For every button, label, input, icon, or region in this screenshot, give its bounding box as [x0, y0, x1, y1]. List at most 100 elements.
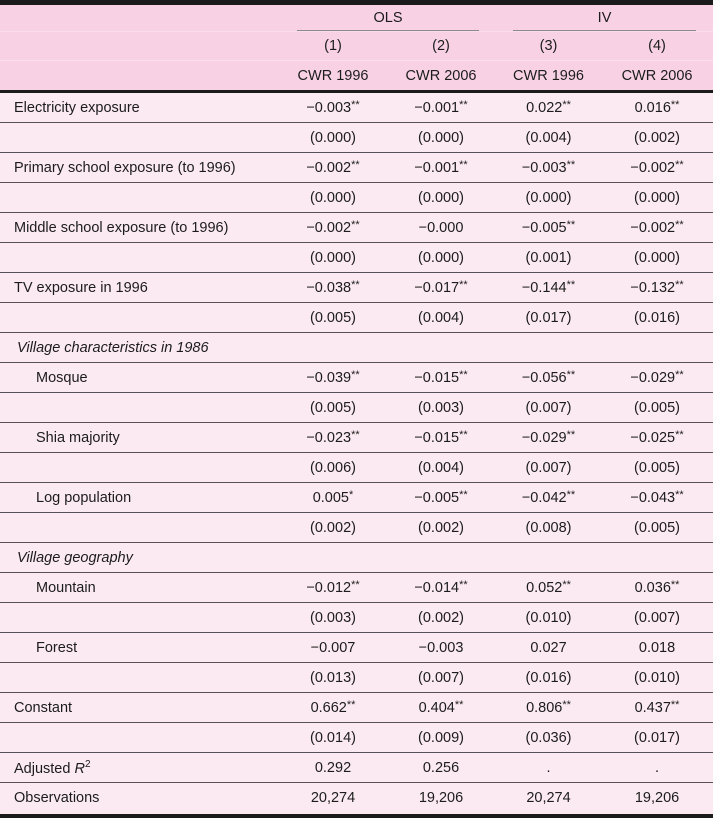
column-number-1: (1)	[280, 31, 386, 61]
table-row-coef: TV exposure in 1996 −0.038** −0.017** −0.14…	[0, 272, 713, 303]
row-label	[0, 122, 280, 153]
table-body: Electricity exposure −0.003** −0.001** 0.02…	[0, 91, 713, 812]
se-value: (0.014)	[280, 722, 386, 753]
significance-stars: **	[351, 368, 360, 381]
significance-stars: **	[351, 158, 360, 171]
se-value: (0.000)	[601, 182, 713, 213]
coef-value: −0.023**	[280, 422, 386, 453]
significance-stars: **	[459, 368, 468, 381]
column-group-iv: IV	[496, 5, 713, 32]
coef-value: −0.132**	[601, 272, 713, 303]
table-row-coef: Forest −0.007 −0.003 0.027 0.018	[0, 632, 713, 663]
se-value: (0.007)	[601, 602, 713, 633]
column-group-row: OLS IV	[0, 5, 713, 32]
significance-stars: **	[459, 428, 468, 441]
row-label: Mountain	[0, 572, 280, 603]
se-value: (0.017)	[496, 302, 602, 333]
table-row-coef: Log population 0.005* −0.005** −0.042** −0.0…	[0, 482, 713, 513]
coef-value: −0.015**	[386, 362, 497, 393]
se-value: (0.004)	[386, 302, 497, 333]
table-row-se: (0.013) (0.007) (0.016) (0.010)	[0, 662, 713, 693]
row-label: Observations	[0, 782, 280, 812]
se-value: (0.007)	[496, 452, 602, 483]
significance-stars: **	[562, 698, 571, 711]
coef-value: −0.002**	[601, 212, 713, 243]
table-row-section: Village geography	[0, 542, 713, 573]
stat-value: .	[601, 752, 713, 783]
coef-value: 0.806**	[496, 692, 602, 723]
significance-stars: **	[351, 98, 360, 111]
coef-value: −0.039**	[280, 362, 386, 393]
significance-stars: **	[459, 278, 468, 291]
column-group-ols-rule	[297, 30, 479, 31]
table-row-se: (0.014) (0.009) (0.036) (0.017)	[0, 722, 713, 753]
se-value: (0.000)	[386, 122, 497, 153]
significance-stars: **	[675, 428, 684, 441]
table-row-coef: Primary school exposure (to 1996) −0.002*…	[0, 152, 713, 183]
column-group-ols-label: OLS	[373, 10, 403, 26]
se-value: (0.016)	[601, 302, 713, 333]
significance-stars: **	[670, 698, 680, 711]
coef-value: −0.025**	[601, 422, 713, 453]
coef-value: −0.056**	[496, 362, 602, 393]
significance-stars: **	[675, 488, 684, 501]
section-label: Village geography	[0, 542, 713, 573]
coef-value: −0.002**	[280, 212, 386, 243]
se-value: (0.002)	[386, 602, 497, 633]
coef-value: −0.007	[280, 632, 386, 663]
significance-stars: **	[675, 158, 684, 171]
significance-stars: **	[566, 158, 576, 171]
row-label: Mosque	[0, 362, 280, 393]
column-number-4: (4)	[601, 31, 713, 61]
significance-stars: **	[562, 98, 571, 111]
coef-value: 0.016**	[601, 91, 713, 123]
se-value: (0.000)	[280, 182, 386, 213]
coef-value: 0.437**	[601, 692, 713, 723]
significance-stars: **	[351, 428, 360, 441]
significance-stars: **	[670, 578, 680, 591]
section-label: Village characteristics in 1986	[0, 332, 713, 363]
significance-stars: **	[566, 218, 576, 231]
se-value: (0.004)	[496, 122, 602, 153]
row-label: Adjusted R2	[0, 752, 280, 783]
significance-stars: **	[675, 218, 684, 231]
se-value: (0.003)	[386, 392, 497, 423]
row-label	[0, 722, 280, 753]
coef-value: −0.043**	[601, 482, 713, 513]
se-value: (0.005)	[601, 512, 713, 543]
se-value: (0.000)	[496, 182, 602, 213]
stat-value: 20,274	[280, 782, 386, 812]
significance-stars: *	[349, 488, 354, 501]
significance-stars: **	[459, 488, 468, 501]
stat-value: 0.292	[280, 752, 386, 783]
se-value: (0.005)	[280, 392, 386, 423]
row-label: Middle school exposure (to 1996)	[0, 212, 280, 243]
se-value: (0.007)	[496, 392, 602, 423]
significance-stars: **	[454, 698, 464, 711]
coef-value: −0.005**	[386, 482, 497, 513]
significance-stars: **	[562, 578, 571, 591]
stat-value: 19,206	[386, 782, 497, 812]
table-row-section: Village characteristics in 1986	[0, 332, 713, 363]
table-row-coef: Mosque −0.039** −0.015** −0.056** −0.029**	[0, 362, 713, 393]
row-label: Forest	[0, 632, 280, 663]
se-value: (0.017)	[601, 722, 713, 753]
se-value: (0.007)	[386, 662, 497, 693]
row-label: Shia majority	[0, 422, 280, 453]
se-value: (0.006)	[280, 452, 386, 483]
column-header-row: CWR 1996 CWR 2006 CWR 1996 CWR 2006	[0, 60, 713, 93]
significance-stars: **	[346, 698, 356, 711]
coef-value: −0.015**	[386, 422, 497, 453]
row-label: Electricity exposure	[0, 91, 280, 123]
table-row-coef: Middle school exposure (to 1996) −0.002**…	[0, 212, 713, 243]
table-row-stat: Adjusted R2 0.292 0.256..	[0, 752, 713, 783]
coef-value: −0.029**	[496, 422, 602, 453]
coef-value: −0.002**	[601, 152, 713, 183]
column-header-2: CWR 2006	[386, 60, 497, 93]
header-spacer	[0, 5, 280, 32]
table-row-stat: Observations 20,274 19,206 20,274 19,206	[0, 782, 713, 812]
table-row-se: (0.003) (0.002) (0.010) (0.007)	[0, 602, 713, 633]
se-value: (0.001)	[496, 242, 602, 273]
significance-stars: **	[675, 278, 684, 291]
significance-stars: **	[459, 158, 468, 171]
